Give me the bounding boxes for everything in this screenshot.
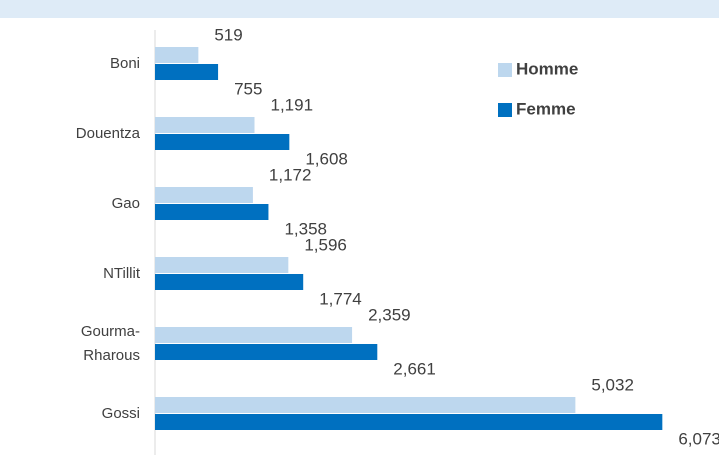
bar <box>155 344 378 360</box>
bar <box>155 64 219 80</box>
y-tick-label: Boni <box>110 55 140 72</box>
data-label: 1,608 <box>305 149 348 168</box>
y-tick-label: NTillit <box>103 265 141 282</box>
data-label: 5,032 <box>591 375 634 394</box>
y-tick-label: Gossi <box>102 405 140 422</box>
header-strip <box>0 0 719 18</box>
legend-label: Homme <box>516 59 578 78</box>
bar <box>155 274 304 290</box>
data-label: 1,191 <box>270 95 313 114</box>
y-tick-label: Douentza <box>76 125 141 142</box>
bar <box>155 134 290 150</box>
legend-label: Femme <box>516 99 576 118</box>
bar <box>155 187 253 203</box>
legend-swatch <box>498 103 512 117</box>
data-label: 6,073 <box>678 429 719 448</box>
y-tick-label: Gao <box>112 195 140 212</box>
data-label: 519 <box>214 25 242 44</box>
bar <box>155 327 353 343</box>
bar <box>155 47 199 63</box>
bar <box>155 397 576 413</box>
data-label: 755 <box>234 79 262 98</box>
data-label: 2,359 <box>368 305 411 324</box>
bar <box>155 117 255 133</box>
bar <box>155 257 289 273</box>
data-label: 1,774 <box>319 289 362 308</box>
data-label: 2,661 <box>393 359 436 378</box>
y-tick-label: Gourma-Rharous <box>81 323 140 364</box>
bar <box>155 414 663 430</box>
bar <box>155 204 269 220</box>
legend-swatch <box>498 63 512 77</box>
data-label: 1,172 <box>269 165 312 184</box>
data-label: 1,358 <box>284 219 327 238</box>
data-label: 1,596 <box>304 235 347 254</box>
